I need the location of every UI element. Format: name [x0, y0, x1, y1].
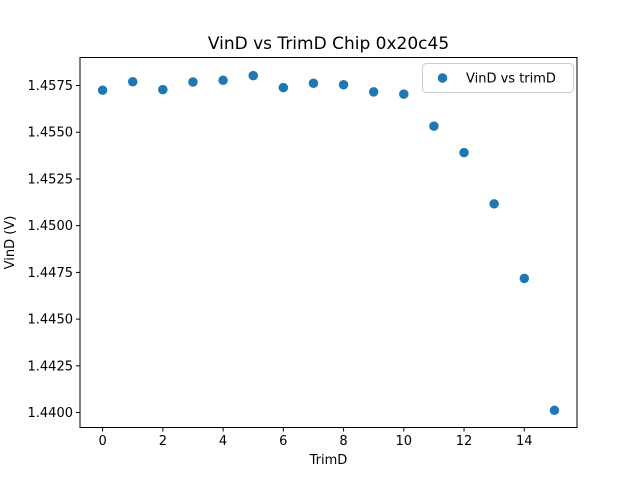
- y-tick-label: 1.4500: [28, 219, 74, 234]
- data-point: [248, 70, 258, 81]
- data-point: [399, 89, 409, 99]
- y-tick-label: 1.4400: [28, 406, 74, 421]
- data-point: [489, 199, 499, 209]
- y-tick-label: 1.4575: [28, 79, 74, 94]
- data-point: [218, 75, 228, 86]
- x-tick-label: 2: [159, 434, 167, 449]
- x-tick-label: 10: [396, 434, 413, 449]
- data-point: [127, 77, 138, 87]
- data-point: [308, 78, 319, 89]
- data-point: [97, 85, 108, 95]
- legend-label: VinD vs trimD: [466, 72, 556, 87]
- data-points: [97, 70, 560, 416]
- x-tick-label: 6: [279, 434, 287, 449]
- y-tick-label: 1.4450: [28, 313, 74, 328]
- plot-area: [79, 57, 578, 428]
- y-tick-label: 1.4525: [28, 172, 74, 187]
- legend-marker-icon: [437, 73, 448, 83]
- data-point: [368, 87, 379, 97]
- data-point: [278, 82, 289, 93]
- data-point: [338, 80, 349, 90]
- data-point: [519, 273, 530, 284]
- y-tick-label: 1.4550: [28, 126, 74, 141]
- y-axis: 1.4400 1.4425 1.4450 1.4475 1.4500 1.4525 1.45…: [28, 79, 80, 421]
- chart-title: VinD vs TrimD Chip 0x20c45: [208, 34, 449, 54]
- x-axis: 0 2 4 6 8 10 12 14: [98, 427, 533, 449]
- x-tick-label: 4: [219, 434, 227, 449]
- x-tick-label: 8: [339, 434, 347, 449]
- x-tick-label: 0: [98, 434, 106, 449]
- legend-box: [422, 63, 574, 93]
- x-axis-label: TrimD: [309, 453, 348, 468]
- y-tick-label: 1.4425: [28, 359, 74, 374]
- data-point: [158, 84, 168, 95]
- data-point: [459, 147, 469, 158]
- y-axis-label: VinD (V): [3, 216, 18, 270]
- y-tick-label: 1.4475: [28, 266, 74, 281]
- data-point: [429, 121, 439, 131]
- legend: VinD vs trimD: [422, 63, 574, 93]
- x-tick-label: 14: [516, 434, 533, 449]
- x-tick-label: 12: [456, 434, 473, 449]
- data-point: [188, 77, 198, 87]
- data-point: [549, 405, 560, 416]
